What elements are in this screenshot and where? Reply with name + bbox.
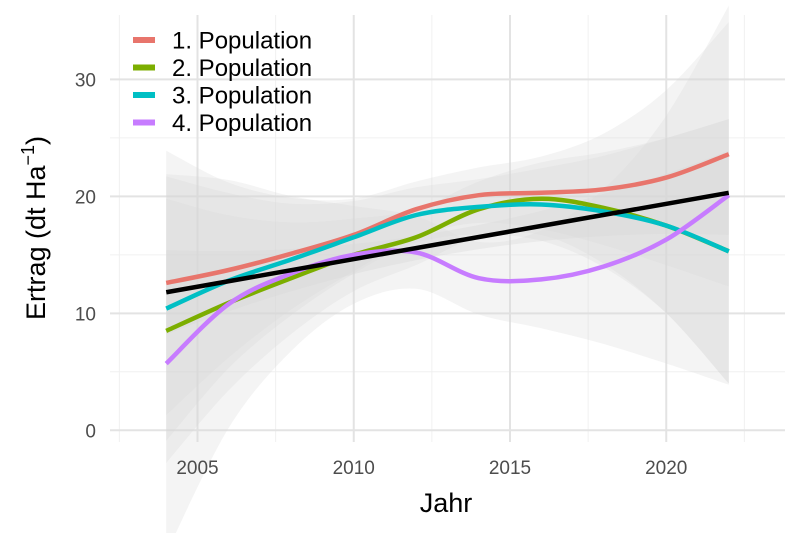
y-tick-label: 20 [75,187,96,208]
confidence-band-3 [166,119,729,441]
y-tick-label: 0 [85,421,96,442]
minor-gridlines [110,15,785,442]
y-tick-label: 30 [75,70,96,91]
series-line-population-3 [165,202,730,311]
x-tick-label: 2005 [176,458,218,479]
legend-label-population-1: 1. Population [172,28,312,55]
x-tick-label: 2010 [333,458,375,479]
x-tick-label: 2020 [645,458,687,479]
trend-line [165,190,730,295]
legend-label-population-3: 3. Population [172,83,312,110]
series-line-population-4 [164,193,731,366]
y-axis-title-superscript: −1 [18,145,38,166]
x-axis-title: Jahr [420,488,473,518]
legend-label-population-4: 4. Population [172,110,312,137]
y-axis-title-close: ) [21,136,51,145]
series-lines [164,152,731,366]
y-tick-label: 10 [75,304,96,325]
y-axis-title: Ertrag (dt Ha−1) [18,136,51,320]
series-line-population-1 [165,152,730,286]
confidence-band-4 [166,5,729,533]
y-tick-labels: 0 10 20 30 [75,70,96,442]
legend-label-population-2: 2. Population [172,55,312,82]
x-tick-label: 2015 [489,458,531,479]
y-axis-title-main: Ertrag (dt Ha [21,165,51,321]
major-gridlines [110,15,785,442]
x-tick-labels: 2005 2010 2015 2020 [176,458,687,479]
confidence-band-1 [166,22,729,416]
